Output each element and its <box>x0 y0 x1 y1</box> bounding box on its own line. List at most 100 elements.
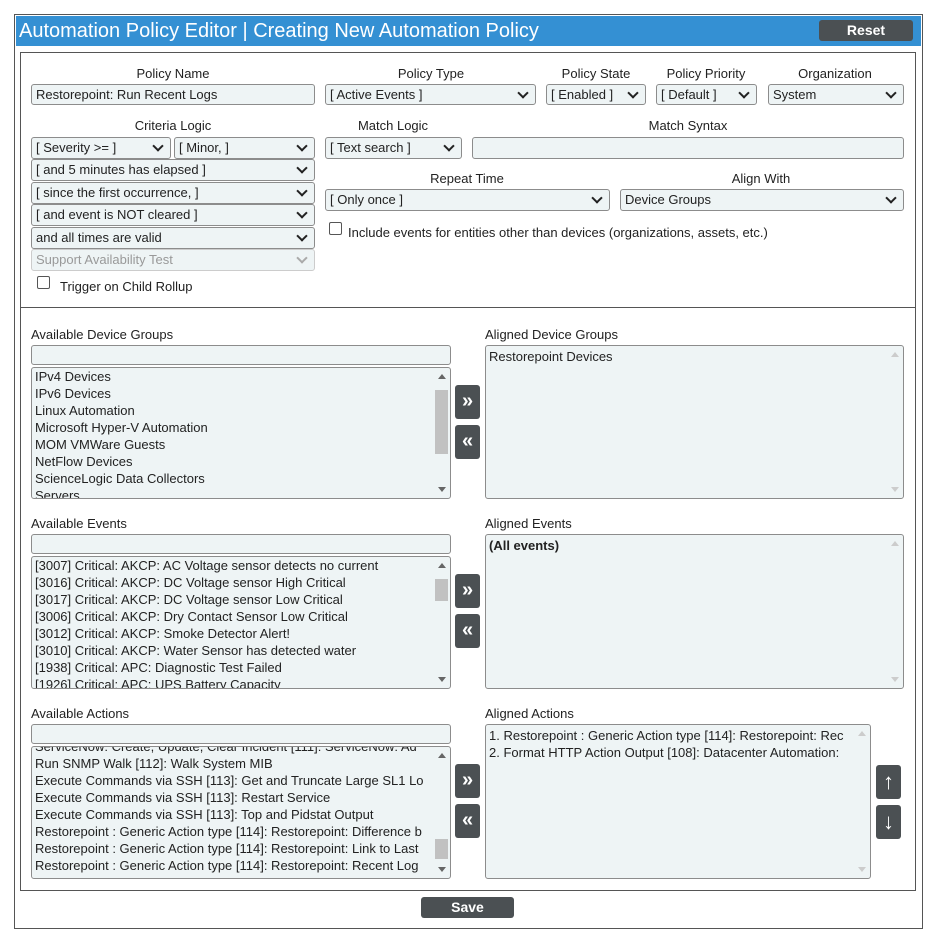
scroll-down-arrow[interactable] <box>891 487 899 492</box>
list-item[interactable]: [3007] Critical: AKCP: AC Voltage sensor… <box>35 558 379 573</box>
scroll-down-arrow[interactable] <box>438 677 446 682</box>
match-syntax-input[interactable] <box>472 137 904 159</box>
policy-state-label: Policy State <box>561 66 631 81</box>
alignment-panel <box>20 307 916 891</box>
include-events-checkbox[interactable] <box>329 222 342 235</box>
list-item[interactable]: [3006] Critical: AKCP: Dry Contact Senso… <box>35 609 348 624</box>
criteria-select[interactable]: [ and 5 minutes has elapsed ] <box>31 159 315 181</box>
scroll-up-arrow[interactable] <box>438 563 446 568</box>
list-item[interactable]: [1938] Critical: APC: Diagnostic Test Fa… <box>35 660 282 675</box>
criteria-select[interactable]: [ Minor, ] <box>174 137 315 159</box>
move-down-button[interactable]: ↓ <box>876 805 901 839</box>
filter-input[interactable] <box>31 534 451 554</box>
list-item[interactable]: Linux Automation <box>35 403 135 418</box>
filter-input[interactable] <box>31 724 451 744</box>
align-with-label: Align With <box>731 171 791 186</box>
scrollbar[interactable] <box>887 348 901 496</box>
available-list[interactable]: [3007] Critical: AKCP: AC Voltage sensor… <box>31 556 451 689</box>
scroll-down-arrow[interactable] <box>438 487 446 492</box>
policy-name-input[interactable]: Restorepoint: Run Recent Logs <box>31 84 315 105</box>
list-item[interactable]: [3010] Critical: AKCP: Water Sensor has … <box>35 643 357 658</box>
match-syntax-label: Match Syntax <box>648 118 728 133</box>
criteria-select[interactable]: and all times are valid <box>31 227 315 249</box>
scroll-up-arrow[interactable] <box>438 753 446 758</box>
organization-select[interactable]: System <box>768 84 904 105</box>
list-item[interactable]: Execute Commands via SSH [113]: Top and … <box>35 807 374 822</box>
scroll-thumb[interactable] <box>435 579 448 601</box>
criteria-select[interactable]: [ and event is NOT cleared ] <box>31 204 315 226</box>
scroll-up-arrow[interactable] <box>438 374 446 379</box>
move-up-button[interactable]: ↑ <box>876 765 901 799</box>
add-button[interactable]: » <box>455 385 480 419</box>
list-item[interactable]: ScienceLogic Data Collectors <box>35 471 205 486</box>
scroll-thumb[interactable] <box>435 390 448 454</box>
criteria-select[interactable]: [ since the first occurrence, ] <box>31 182 315 204</box>
aligned-list[interactable]: 1. Restorepoint : Generic Action type [1… <box>485 724 871 879</box>
repeat-time-select[interactable]: [ Only once ] <box>325 189 610 211</box>
items: ServiceNow: Create, Update, Clear Incide… <box>35 746 430 874</box>
list-item[interactable]: [3012] Critical: AKCP: Smoke Detector Al… <box>35 626 291 641</box>
policy-priority-select[interactable]: [ Default ] <box>656 84 757 105</box>
list-item[interactable]: Microsoft Hyper-V Automation <box>35 420 208 435</box>
items: [3007] Critical: AKCP: AC Voltage sensor… <box>35 557 430 689</box>
scroll-down-arrow[interactable] <box>891 677 899 682</box>
items: IPv4 Devices IPv6 Devices Linux Automation… <box>35 368 430 499</box>
align-with-select[interactable]: Device Groups <box>620 189 904 211</box>
reset-button[interactable]: Reset <box>819 20 913 41</box>
scrollbar[interactable] <box>434 370 448 496</box>
scrollbar[interactable] <box>434 559 448 686</box>
list-item[interactable]: IPv6 Devices <box>35 386 111 401</box>
list-item[interactable]: Servers <box>35 488 80 499</box>
list-item[interactable]: Restorepoint : Generic Action type [114]… <box>35 858 419 873</box>
list-item[interactable]: NetFlow Devices <box>35 454 133 469</box>
remove-button[interactable]: « <box>455 614 480 648</box>
scrollbar[interactable] <box>854 727 868 876</box>
repeat-time-label: Repeat Time <box>430 171 504 186</box>
available-label: Available Events <box>31 516 127 531</box>
list-item[interactable]: [1926] Critical: APC: UPS Battery Capaci… <box>35 677 281 689</box>
scroll-up-arrow[interactable] <box>858 731 866 736</box>
add-button[interactable]: » <box>455 574 480 608</box>
list-item[interactable]: Restorepoint : Generic Action type [114]… <box>35 841 419 856</box>
scrollbar[interactable] <box>434 749 448 876</box>
list-item[interactable]: 1. Restorepoint : Generic Action type [1… <box>489 728 844 743</box>
scroll-thumb[interactable] <box>435 839 448 859</box>
save-button[interactable]: Save <box>421 897 514 918</box>
list-item[interactable]: ServiceNow: Create, Update, Clear Incide… <box>35 746 417 754</box>
list-item[interactable]: Restorepoint Devices <box>489 349 613 364</box>
available-list[interactable]: IPv4 Devices IPv6 Devices Linux Automation… <box>31 367 451 499</box>
available-list[interactable]: ServiceNow: Create, Update, Clear Incide… <box>31 746 451 879</box>
scroll-down-arrow[interactable] <box>438 867 446 872</box>
filter-input[interactable] <box>31 345 451 365</box>
policy-state-select[interactable]: [ Enabled ] <box>546 84 646 105</box>
policy-name-label: Policy Name <box>136 66 210 81</box>
add-button[interactable]: » <box>455 764 480 798</box>
child-rollup-checkbox[interactable] <box>37 276 50 289</box>
list-item[interactable]: [3017] Critical: AKCP: DC Voltage sensor… <box>35 592 343 607</box>
scroll-up-arrow[interactable] <box>891 541 899 546</box>
list-item[interactable]: [3016] Critical: AKCP: DC Voltage sensor… <box>35 575 346 590</box>
child-rollup-label: Trigger on Child Rollup <box>60 279 193 294</box>
list-item[interactable]: IPv4 Devices <box>35 369 111 384</box>
match-logic-select[interactable]: [ Text search ] <box>325 137 462 159</box>
scroll-down-arrow[interactable] <box>858 867 866 872</box>
policy-type-select[interactable]: [ Active Events ] <box>325 84 536 105</box>
list-item[interactable]: 2. Format HTTP Action Output [108]: Data… <box>489 745 840 760</box>
list-item[interactable]: Run SNMP Walk [112]: Walk System MIB <box>35 756 273 771</box>
scrollbar[interactable] <box>887 537 901 686</box>
remove-button[interactable]: « <box>455 425 480 459</box>
criteria-select-disabled: Support Availability Test <box>31 249 315 271</box>
items: (All events) <box>489 537 883 554</box>
criteria-select[interactable]: [ Severity >= ] <box>31 137 171 159</box>
aligned-list[interactable]: (All events) <box>485 534 904 689</box>
list-item[interactable]: MOM VMWare Guests <box>35 437 166 452</box>
list-item[interactable]: Restorepoint : Generic Action type [114]… <box>35 824 422 839</box>
list-item[interactable]: Execute Commands via SSH [113]: Get and … <box>35 773 424 788</box>
list-item[interactable]: Execute Commands via SSH [113]: Restart … <box>35 790 331 805</box>
aligned-list[interactable]: Restorepoint Devices <box>485 345 904 499</box>
list-item[interactable]: (All events) <box>489 538 560 553</box>
include-events-label: Include events for entities other than d… <box>348 225 768 240</box>
remove-button[interactable]: « <box>455 804 480 838</box>
scroll-up-arrow[interactable] <box>891 352 899 357</box>
